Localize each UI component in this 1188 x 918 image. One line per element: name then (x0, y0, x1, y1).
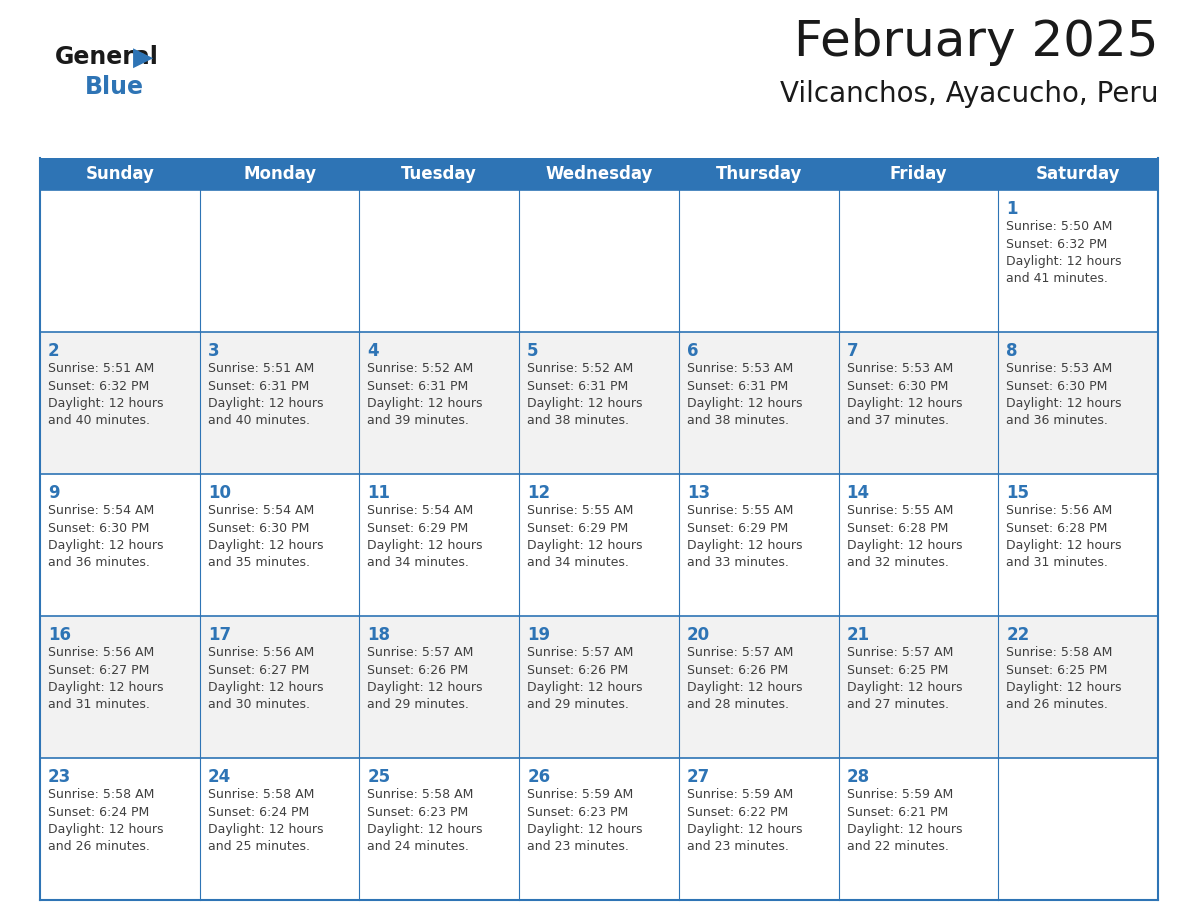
Text: ▶: ▶ (133, 45, 153, 71)
Text: Sunrise: 5:55 AM
Sunset: 6:29 PM
Daylight: 12 hours
and 34 minutes.: Sunrise: 5:55 AM Sunset: 6:29 PM Dayligh… (527, 504, 643, 569)
Bar (40, 758, 1158, 900)
Text: 10: 10 (208, 484, 230, 502)
Text: Sunrise: 5:58 AM
Sunset: 6:24 PM
Daylight: 12 hours
and 25 minutes.: Sunrise: 5:58 AM Sunset: 6:24 PM Dayligh… (208, 788, 323, 854)
Text: Sunrise: 5:56 AM
Sunset: 6:27 PM
Daylight: 12 hours
and 31 minutes.: Sunrise: 5:56 AM Sunset: 6:27 PM Dayligh… (48, 646, 164, 711)
Text: Sunrise: 5:51 AM
Sunset: 6:32 PM
Daylight: 12 hours
and 40 minutes.: Sunrise: 5:51 AM Sunset: 6:32 PM Dayligh… (48, 362, 164, 428)
Text: Vilcanchos, Ayacucho, Peru: Vilcanchos, Ayacucho, Peru (779, 80, 1158, 108)
Text: Sunrise: 5:58 AM
Sunset: 6:25 PM
Daylight: 12 hours
and 26 minutes.: Sunrise: 5:58 AM Sunset: 6:25 PM Dayligh… (1006, 646, 1121, 711)
Text: 15: 15 (1006, 484, 1029, 502)
Text: Thursday: Thursday (715, 165, 802, 183)
Text: Sunrise: 5:56 AM
Sunset: 6:28 PM
Daylight: 12 hours
and 31 minutes.: Sunrise: 5:56 AM Sunset: 6:28 PM Dayligh… (1006, 504, 1121, 569)
Text: 21: 21 (847, 626, 870, 644)
Text: Monday: Monday (244, 165, 316, 183)
Bar (40, 158, 1158, 190)
Text: Sunrise: 5:54 AM
Sunset: 6:30 PM
Daylight: 12 hours
and 35 minutes.: Sunrise: 5:54 AM Sunset: 6:30 PM Dayligh… (208, 504, 323, 569)
Bar (40, 190, 1158, 332)
Text: 5: 5 (527, 342, 538, 360)
Text: 16: 16 (48, 626, 71, 644)
Bar (40, 332, 1158, 474)
Text: 6: 6 (687, 342, 699, 360)
Text: 25: 25 (367, 768, 391, 786)
Text: Tuesday: Tuesday (402, 165, 478, 183)
Text: Friday: Friday (890, 165, 947, 183)
Text: Sunrise: 5:53 AM
Sunset: 6:31 PM
Daylight: 12 hours
and 38 minutes.: Sunrise: 5:53 AM Sunset: 6:31 PM Dayligh… (687, 362, 802, 428)
Text: 19: 19 (527, 626, 550, 644)
Text: 13: 13 (687, 484, 710, 502)
Text: Sunrise: 5:59 AM
Sunset: 6:23 PM
Daylight: 12 hours
and 23 minutes.: Sunrise: 5:59 AM Sunset: 6:23 PM Dayligh… (527, 788, 643, 854)
Text: 20: 20 (687, 626, 710, 644)
Text: 23: 23 (48, 768, 71, 786)
Text: February 2025: February 2025 (794, 18, 1158, 66)
Text: Sunrise: 5:56 AM
Sunset: 6:27 PM
Daylight: 12 hours
and 30 minutes.: Sunrise: 5:56 AM Sunset: 6:27 PM Dayligh… (208, 646, 323, 711)
Text: 22: 22 (1006, 626, 1030, 644)
Text: 3: 3 (208, 342, 220, 360)
Text: Sunrise: 5:54 AM
Sunset: 6:30 PM
Daylight: 12 hours
and 36 minutes.: Sunrise: 5:54 AM Sunset: 6:30 PM Dayligh… (48, 504, 164, 569)
Text: 4: 4 (367, 342, 379, 360)
Text: Saturday: Saturday (1036, 165, 1120, 183)
Text: Sunrise: 5:51 AM
Sunset: 6:31 PM
Daylight: 12 hours
and 40 minutes.: Sunrise: 5:51 AM Sunset: 6:31 PM Dayligh… (208, 362, 323, 428)
Text: 26: 26 (527, 768, 550, 786)
Text: Sunrise: 5:52 AM
Sunset: 6:31 PM
Daylight: 12 hours
and 38 minutes.: Sunrise: 5:52 AM Sunset: 6:31 PM Dayligh… (527, 362, 643, 428)
Text: Sunrise: 5:54 AM
Sunset: 6:29 PM
Daylight: 12 hours
and 34 minutes.: Sunrise: 5:54 AM Sunset: 6:29 PM Dayligh… (367, 504, 484, 569)
Text: Sunrise: 5:52 AM
Sunset: 6:31 PM
Daylight: 12 hours
and 39 minutes.: Sunrise: 5:52 AM Sunset: 6:31 PM Dayligh… (367, 362, 484, 428)
Bar (40, 616, 1158, 758)
Text: 14: 14 (847, 484, 870, 502)
Text: 24: 24 (208, 768, 230, 786)
Text: Sunrise: 5:59 AM
Sunset: 6:21 PM
Daylight: 12 hours
and 22 minutes.: Sunrise: 5:59 AM Sunset: 6:21 PM Dayligh… (847, 788, 962, 854)
Text: 8: 8 (1006, 342, 1018, 360)
Text: Sunrise: 5:50 AM
Sunset: 6:32 PM
Daylight: 12 hours
and 41 minutes.: Sunrise: 5:50 AM Sunset: 6:32 PM Dayligh… (1006, 220, 1121, 285)
Text: Sunrise: 5:58 AM
Sunset: 6:23 PM
Daylight: 12 hours
and 24 minutes.: Sunrise: 5:58 AM Sunset: 6:23 PM Dayligh… (367, 788, 484, 854)
Text: 9: 9 (48, 484, 59, 502)
Text: Sunrise: 5:58 AM
Sunset: 6:24 PM
Daylight: 12 hours
and 26 minutes.: Sunrise: 5:58 AM Sunset: 6:24 PM Dayligh… (48, 788, 164, 854)
Text: Sunrise: 5:57 AM
Sunset: 6:26 PM
Daylight: 12 hours
and 28 minutes.: Sunrise: 5:57 AM Sunset: 6:26 PM Dayligh… (687, 646, 802, 711)
Text: Sunrise: 5:57 AM
Sunset: 6:26 PM
Daylight: 12 hours
and 29 minutes.: Sunrise: 5:57 AM Sunset: 6:26 PM Dayligh… (367, 646, 484, 711)
Text: Sunrise: 5:57 AM
Sunset: 6:26 PM
Daylight: 12 hours
and 29 minutes.: Sunrise: 5:57 AM Sunset: 6:26 PM Dayligh… (527, 646, 643, 711)
Text: 11: 11 (367, 484, 391, 502)
Text: Sunrise: 5:55 AM
Sunset: 6:28 PM
Daylight: 12 hours
and 32 minutes.: Sunrise: 5:55 AM Sunset: 6:28 PM Dayligh… (847, 504, 962, 569)
Text: Blue: Blue (86, 75, 144, 99)
Text: 12: 12 (527, 484, 550, 502)
Text: Wednesday: Wednesday (545, 165, 652, 183)
Text: 7: 7 (847, 342, 858, 360)
Text: 1: 1 (1006, 200, 1018, 218)
Text: 17: 17 (208, 626, 230, 644)
Text: 27: 27 (687, 768, 710, 786)
Text: General: General (55, 45, 159, 69)
Text: Sunrise: 5:53 AM
Sunset: 6:30 PM
Daylight: 12 hours
and 37 minutes.: Sunrise: 5:53 AM Sunset: 6:30 PM Dayligh… (847, 362, 962, 428)
Text: Sunrise: 5:57 AM
Sunset: 6:25 PM
Daylight: 12 hours
and 27 minutes.: Sunrise: 5:57 AM Sunset: 6:25 PM Dayligh… (847, 646, 962, 711)
Bar (40, 474, 1158, 616)
Text: Sunrise: 5:55 AM
Sunset: 6:29 PM
Daylight: 12 hours
and 33 minutes.: Sunrise: 5:55 AM Sunset: 6:29 PM Dayligh… (687, 504, 802, 569)
Text: Sunrise: 5:53 AM
Sunset: 6:30 PM
Daylight: 12 hours
and 36 minutes.: Sunrise: 5:53 AM Sunset: 6:30 PM Dayligh… (1006, 362, 1121, 428)
Text: Sunday: Sunday (86, 165, 154, 183)
Text: Sunrise: 5:59 AM
Sunset: 6:22 PM
Daylight: 12 hours
and 23 minutes.: Sunrise: 5:59 AM Sunset: 6:22 PM Dayligh… (687, 788, 802, 854)
Text: 18: 18 (367, 626, 391, 644)
Text: 2: 2 (48, 342, 59, 360)
Text: 28: 28 (847, 768, 870, 786)
